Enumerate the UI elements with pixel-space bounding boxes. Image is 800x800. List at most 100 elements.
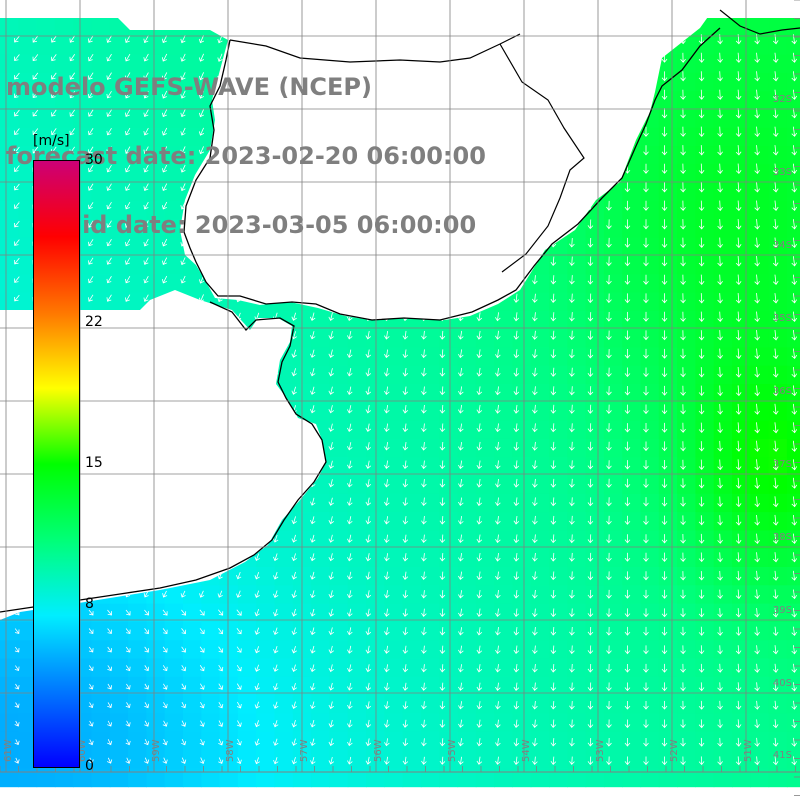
wind-cell [91,91,111,111]
wind-cell [384,384,404,403]
wind-cell [750,146,770,165]
wind-cell [457,475,477,495]
wind-cell [201,640,221,660]
wind-cell [768,347,788,367]
wind-cell [0,201,19,220]
wind-cell [128,182,147,202]
wind-cell [439,713,459,733]
wind-cell [274,658,294,678]
wind-cell [567,585,587,605]
wind-cell [146,219,166,239]
wind-cell [457,585,477,605]
wind-cell [73,36,93,56]
wind-cell [91,603,111,623]
latitude-label: 39S [773,605,792,616]
wind-cell [366,493,385,513]
wind-cell [732,310,751,330]
wind-cell [786,512,800,531]
wind-cell [603,402,623,422]
colorbar-tick-label: 8 [85,596,94,613]
wind-cell [713,475,733,495]
wind-cell [695,731,715,751]
wind-cell [54,36,74,56]
wind-cell [603,658,623,678]
wind-cell [347,658,367,678]
wind-cell [366,530,385,550]
wind-cell [549,255,568,275]
wind-cell [91,676,111,696]
wind-cell [695,365,715,385]
wind-cell [732,164,751,184]
wind-cell [713,91,733,111]
wind-cell [603,731,623,751]
wind-cell [603,201,623,220]
wind-cell [128,713,147,733]
wind-cell [622,475,642,495]
wind-cell [457,402,477,422]
wind-cell [237,585,257,605]
wind-cell [146,91,166,111]
wind-cell [311,750,330,769]
wind-cell [768,72,788,92]
wind-cell [439,603,459,623]
wind-cell [475,640,495,660]
wind-cell [475,420,495,440]
wind-cell [768,750,788,769]
wind-cell [786,72,800,92]
wind-cell [18,127,38,147]
wind-cell [695,255,715,275]
wind-cell [677,567,696,586]
wind-cell [732,512,751,531]
wind-cell [384,621,404,641]
wind-cell [439,567,459,586]
wind-cell [512,512,532,531]
wind-cell [567,384,587,403]
wind-cell [640,457,660,477]
wind-cell [530,603,550,623]
wind-cell [658,603,678,623]
wind-cell [475,603,495,623]
wind-cell [128,91,147,111]
wind-cell [219,640,239,660]
wind-cell [237,768,257,788]
wind-cell [91,18,111,37]
wind-cell [603,438,623,458]
wind-cell [347,512,367,531]
wind-cell [622,768,642,788]
wind-cell [73,109,93,129]
wind-cell [567,274,587,294]
wind-cell [219,713,239,733]
wind-cell [0,109,19,129]
wind-cell [713,164,733,184]
wind-cell [109,603,129,623]
wind-cell [0,237,19,257]
wind-cell [128,146,147,165]
wind-cell [567,676,587,696]
wind-cell [164,640,184,660]
wind-cell [585,603,605,623]
wind-cell [640,658,660,678]
wind-cell [237,567,257,586]
wind-cell [439,731,459,751]
wind-cell [768,676,788,696]
wind-cell [146,182,166,202]
wind-cell [750,603,770,623]
wind-cell [494,621,513,641]
wind-cell [311,512,330,531]
wind-cell [109,676,129,696]
wind-cell [713,329,733,348]
wind-cell [36,91,56,111]
wind-cell [658,475,678,495]
wind-cell [640,255,660,275]
wind-cell [347,567,367,586]
wind-cell [567,255,587,275]
wind-cell [603,329,623,348]
wind-cell [603,603,623,623]
wind-cell [750,365,770,385]
longitude-label: 59W [151,739,162,762]
wind-cell [732,347,751,367]
wind-cell [549,365,568,385]
wind-cell [768,731,788,751]
wind-cell [768,384,788,403]
wind-cell [384,567,404,586]
